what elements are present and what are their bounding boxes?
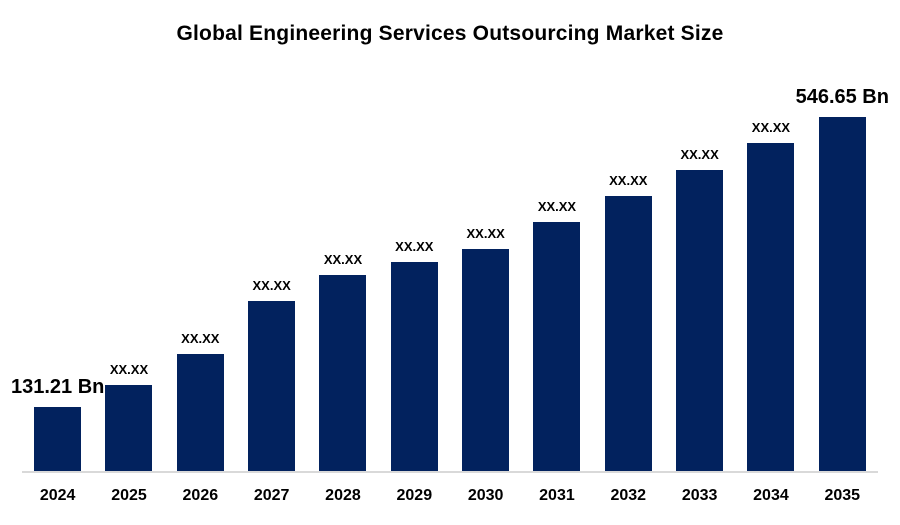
x-axis-label: 2025	[111, 487, 147, 504]
plot-area: 131.21 Bn XX.XX XX.XX XX.XX XX.XX XX.XX XX.XX X…	[11, 0, 889, 471]
bar-group: XX.XX	[165, 0, 236, 471]
bar-value-label: XX.XX	[395, 239, 434, 254]
x-axis-label: 2026	[182, 487, 219, 504]
bar	[248, 301, 296, 471]
bar-group: XX.XX	[307, 0, 378, 471]
x-axis-label: 2028	[325, 487, 361, 504]
bar-group: XX.XX	[521, 0, 592, 471]
x-axis-label: 2027	[253, 487, 290, 504]
bar-value-label: 131.21 Bn	[10, 376, 105, 398]
x-axis-labels: 2024 2025 2026 2027 2028 2029 2030 2031 2032 2033…	[22, 487, 878, 505]
bar-value-label: XX.XX	[323, 252, 363, 267]
bar-group: XX.XX	[236, 0, 307, 471]
bar-value-label: XX.XX	[181, 331, 220, 346]
bar-group: XX.XX	[93, 0, 164, 471]
x-axis-label: 2035	[824, 487, 861, 504]
x-axis-line	[22, 471, 878, 473]
bar	[676, 170, 724, 471]
bar-group: XX.XX	[379, 0, 450, 471]
bar-group: XX.XX	[450, 0, 521, 471]
bar-value-label: XX.XX	[609, 173, 648, 188]
bar	[462, 249, 510, 471]
bar	[176, 354, 224, 471]
bar	[533, 222, 581, 471]
bar	[34, 407, 82, 471]
bar	[105, 385, 153, 471]
bar-value-label: XX.XX	[537, 199, 577, 214]
x-axis-label: 2030	[467, 487, 504, 504]
bar-value-label: 546.65 Bn	[795, 86, 889, 108]
bar-group: XX.XX	[735, 0, 806, 471]
bar-value-label: XX.XX	[466, 226, 505, 241]
x-axis-label: 2034	[753, 487, 789, 504]
x-axis-label: 2033	[681, 487, 718, 504]
bar-group: 546.65 Bn	[796, 0, 889, 471]
x-axis-label: 2029	[396, 487, 433, 504]
bar	[604, 196, 652, 471]
bar-value-label: XX.XX	[109, 362, 149, 377]
bar	[390, 262, 438, 471]
x-axis-label: 2024	[39, 487, 76, 504]
bar-group: 131.21 Bn	[11, 0, 104, 471]
bar-group: XX.XX	[593, 0, 664, 471]
x-axis-label: 2031	[539, 487, 575, 504]
bar-value-label: XX.XX	[680, 147, 719, 162]
bar-group: XX.XX	[664, 0, 735, 471]
bar	[319, 275, 367, 471]
x-axis-label: 2032	[610, 487, 647, 504]
bar	[747, 143, 795, 471]
bar-value-label: XX.XX	[252, 278, 291, 293]
bar-value-label: XX.XX	[751, 120, 791, 135]
bar	[818, 117, 866, 471]
chart-title: Global Engineering Services Outsourcing …	[176, 22, 724, 45]
